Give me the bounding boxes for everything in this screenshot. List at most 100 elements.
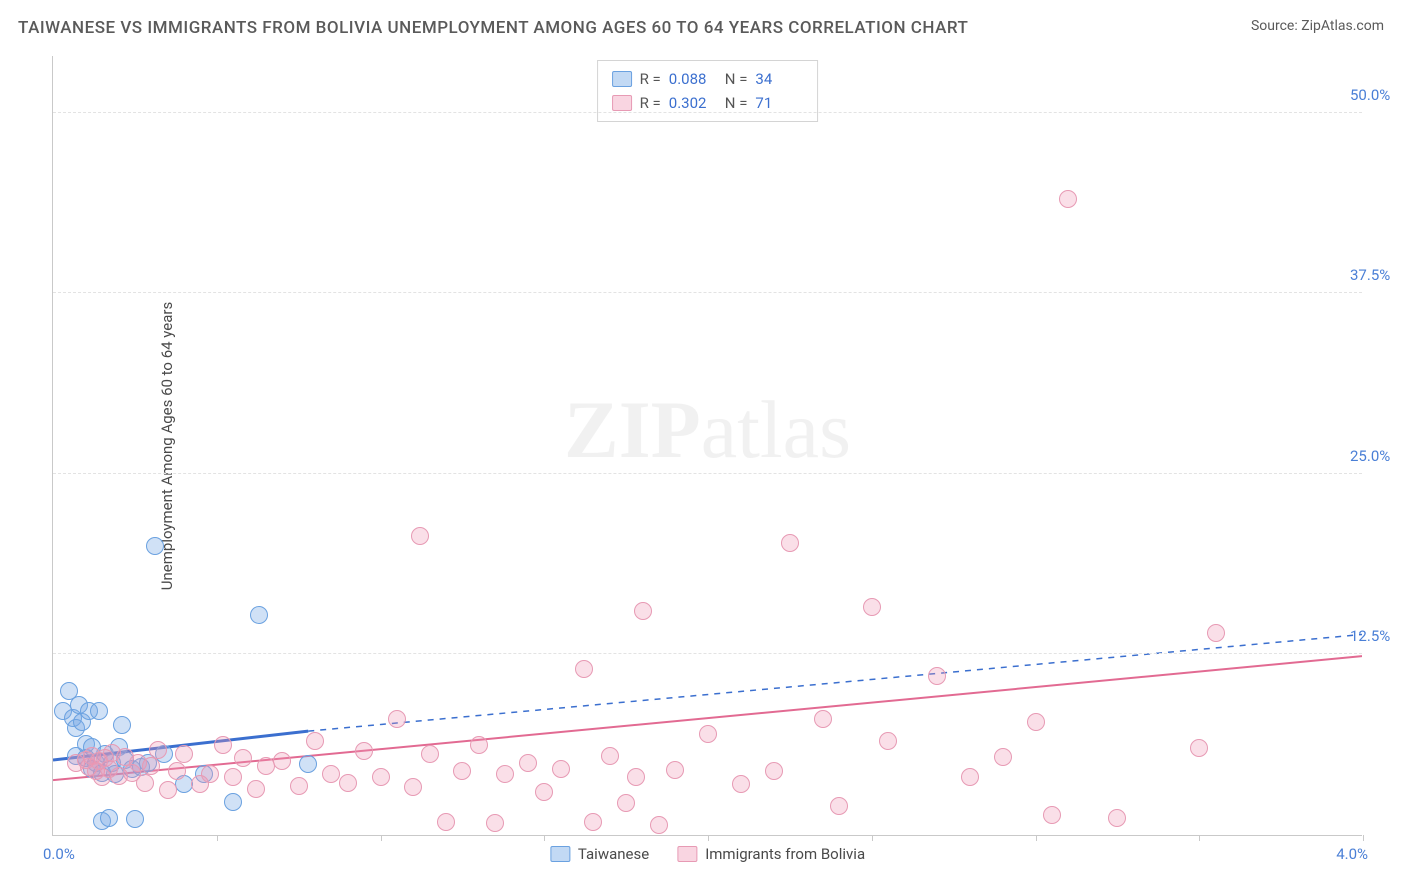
data-point: [159, 781, 177, 799]
data-point: [486, 814, 504, 832]
data-point: [388, 710, 406, 728]
data-point: [339, 774, 357, 792]
data-point: [168, 762, 186, 780]
x-end-label: 4.0%: [1336, 845, 1368, 863]
x-tick: [217, 835, 218, 841]
legend-swatch: [612, 95, 632, 111]
data-point: [1108, 809, 1126, 827]
data-point: [299, 755, 317, 773]
data-point: [535, 783, 553, 801]
data-point: [814, 710, 832, 728]
data-point: [90, 702, 108, 720]
data-point: [214, 736, 232, 754]
data-point: [470, 736, 488, 754]
data-point: [136, 774, 154, 792]
watermark: ZIPatlas: [564, 383, 851, 477]
gridline: [53, 112, 1362, 113]
data-point: [234, 749, 252, 767]
gridline: [53, 292, 1362, 293]
data-point: [863, 598, 881, 616]
data-point: [149, 741, 167, 759]
data-point: [1207, 624, 1225, 642]
data-point: [879, 732, 897, 750]
legend-label: Immigrants from Bolivia: [705, 845, 865, 863]
legend-swatch: [550, 846, 570, 862]
plot-area: Unemployment Among Ages 60 to 64 years Z…: [52, 56, 1362, 836]
x-tick: [872, 835, 873, 841]
legend-item: Immigrants from Bolivia: [677, 845, 865, 863]
data-point: [1027, 713, 1045, 731]
data-point: [273, 752, 291, 770]
data-point: [1190, 739, 1208, 757]
watermark-light: atlas: [701, 384, 851, 475]
data-point: [224, 768, 242, 786]
r-label: R =: [640, 67, 661, 91]
data-point: [1059, 190, 1077, 208]
legend-item: Taiwanese: [550, 845, 649, 863]
data-point: [496, 765, 514, 783]
data-point: [290, 777, 308, 795]
x-tick: [1036, 835, 1037, 841]
data-point: [627, 768, 645, 786]
watermark-bold: ZIP: [564, 384, 701, 475]
n-label: N =: [725, 67, 748, 91]
data-point: [552, 760, 570, 778]
data-point: [372, 768, 390, 786]
data-point: [830, 797, 848, 815]
r-value: 0.088: [669, 67, 717, 91]
data-point: [617, 794, 635, 812]
data-point: [650, 816, 668, 834]
data-point: [781, 534, 799, 552]
legend-swatch: [612, 71, 632, 87]
data-point: [142, 757, 160, 775]
data-point: [100, 809, 118, 827]
x-tick: [1363, 835, 1364, 841]
y-tick-label: 25.0%: [1350, 447, 1406, 465]
data-point: [224, 793, 242, 811]
data-point: [250, 606, 268, 624]
data-point: [322, 765, 340, 783]
x-tick: [708, 835, 709, 841]
data-point: [146, 537, 164, 555]
data-point: [732, 775, 750, 793]
data-point: [634, 602, 652, 620]
data-point: [961, 768, 979, 786]
data-point: [126, 810, 144, 828]
data-point: [404, 778, 422, 796]
data-point: [575, 660, 593, 678]
data-point: [699, 725, 717, 743]
gridline: [53, 653, 1362, 654]
data-point: [601, 747, 619, 765]
data-point: [666, 761, 684, 779]
data-point: [421, 745, 439, 763]
trend-lines: [53, 56, 1362, 835]
data-point: [519, 754, 537, 772]
y-tick-label: 50.0%: [1350, 86, 1406, 104]
data-point: [257, 757, 275, 775]
data-point: [453, 762, 471, 780]
y-tick-label: 12.5%: [1350, 627, 1406, 645]
gridline: [53, 473, 1362, 474]
x-tick: [1199, 835, 1200, 841]
chart-title: TAIWANESE VS IMMIGRANTS FROM BOLIVIA UNE…: [18, 18, 968, 38]
n-value: 34: [755, 67, 803, 91]
data-point: [584, 813, 602, 831]
data-point: [247, 780, 265, 798]
x-tick: [544, 835, 545, 841]
x-start-label: 0.0%: [43, 845, 75, 863]
data-point: [355, 742, 373, 760]
x-tick: [381, 835, 382, 841]
data-point: [411, 527, 429, 545]
data-point: [201, 765, 219, 783]
data-point: [765, 762, 783, 780]
data-point: [306, 732, 324, 750]
legend-label: Taiwanese: [578, 845, 649, 863]
data-point: [1043, 806, 1061, 824]
legend-series: Taiwanese Immigrants from Bolivia: [550, 845, 865, 863]
data-point: [437, 813, 455, 831]
y-tick-label: 37.5%: [1350, 266, 1406, 284]
data-point: [994, 748, 1012, 766]
data-point: [928, 667, 946, 685]
data-point: [113, 716, 131, 734]
data-point: [175, 745, 193, 763]
